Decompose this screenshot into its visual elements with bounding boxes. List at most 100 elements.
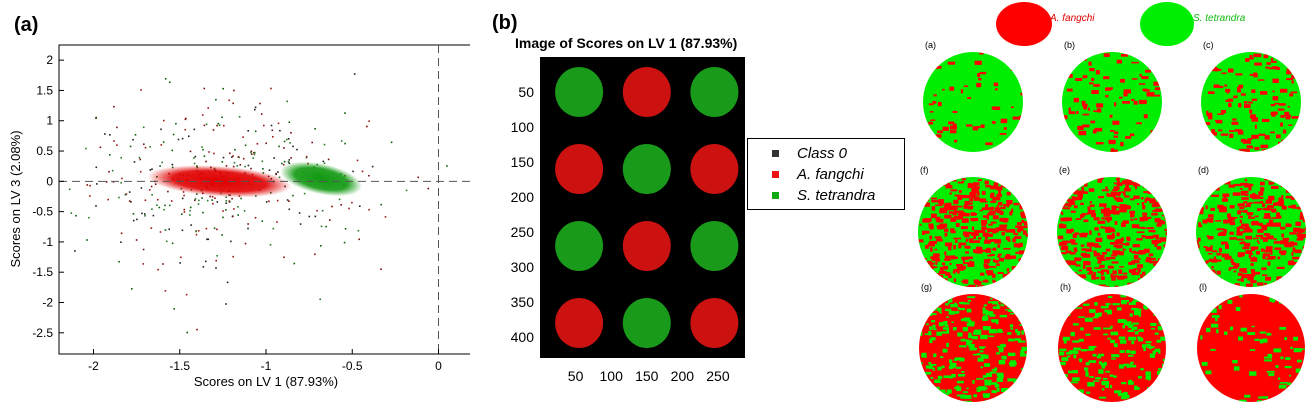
scatter-point <box>132 213 135 215</box>
scatter-point <box>197 230 200 232</box>
scatter-point <box>151 168 153 170</box>
x-axis-label: Scores on LV 1 (87.93%) <box>194 374 338 389</box>
scatter-point <box>272 227 275 230</box>
scatter-point <box>86 239 88 241</box>
scatter-point <box>380 268 382 270</box>
scatter-point <box>207 107 209 109</box>
scatter-point <box>157 198 159 201</box>
scatter-point <box>303 192 306 195</box>
scatter-point <box>181 197 184 200</box>
sample-circle-fangchi <box>622 221 671 271</box>
scatter-point <box>329 219 331 221</box>
scatter-point <box>211 195 214 198</box>
scatter-point <box>234 148 236 151</box>
y-tick-label: -2.5 <box>32 326 53 340</box>
scatter-point <box>149 169 152 171</box>
scatter-point <box>157 268 159 271</box>
x-tick-label: -1 <box>261 359 272 373</box>
scatter-point <box>250 167 252 170</box>
scatter-point <box>320 225 323 228</box>
scatter-point <box>225 209 227 211</box>
classification-disc <box>1197 294 1305 402</box>
scatter-point <box>184 118 187 121</box>
scatter-point <box>384 216 387 218</box>
sample-circle-fangchi <box>690 144 739 194</box>
scatter-point <box>305 156 308 159</box>
scores-scatter-chart: -2 -1.5 -1 -0.5 0 21.510.50-0.5-1-1.5-2-2.5 … <box>8 44 470 389</box>
scatter-point <box>167 190 169 193</box>
scatter-point <box>270 124 273 127</box>
scatter-point <box>164 290 167 292</box>
scatter-point <box>368 120 370 122</box>
scatter-point <box>74 250 76 252</box>
scatter-point <box>292 194 294 197</box>
scatter-point <box>308 215 311 218</box>
scatter-point <box>314 215 317 218</box>
scatter-point <box>173 308 175 310</box>
y-tick-label: 250 <box>511 224 535 240</box>
scatter-point <box>368 208 370 211</box>
scatter-point <box>158 206 161 209</box>
sample-circle-tetrandra <box>690 67 739 117</box>
scatter-point <box>316 209 318 212</box>
sample-label: (d) <box>1198 165 1209 175</box>
sample-label: (h) <box>1060 282 1071 292</box>
scatter-point <box>164 78 167 80</box>
scatter-point <box>86 184 89 186</box>
scatter-point <box>275 172 277 175</box>
sample-circle-tetrandra <box>555 221 604 271</box>
scatter-point <box>216 124 218 127</box>
scatter-point <box>118 260 120 263</box>
scatter-point <box>165 240 168 243</box>
scatter-point <box>184 128 187 131</box>
scatter-point <box>305 155 308 158</box>
scatter-point <box>288 162 291 164</box>
scatter-point <box>213 227 216 230</box>
classification-disc <box>923 52 1023 152</box>
sample-label: (a) <box>925 40 936 50</box>
sample-circle-tetrandra <box>690 221 739 271</box>
scatter-point <box>214 197 216 199</box>
y-tick-label: 0.5 <box>36 144 53 158</box>
scatter-point <box>292 145 294 148</box>
scatter-point <box>180 256 182 259</box>
scores-image-title: Image of Scores on LV 1 (87.93%) <box>515 35 738 51</box>
scatter-point <box>118 196 120 199</box>
scatter-point <box>181 137 184 140</box>
scatter-point <box>107 198 109 201</box>
scatter-point <box>140 187 143 189</box>
scatter-point <box>359 205 361 207</box>
scatter-point <box>104 133 106 135</box>
scatter-point <box>277 171 279 173</box>
scatter-point <box>151 208 153 210</box>
scatter-point <box>247 227 249 230</box>
scatter-point <box>244 165 246 168</box>
scatter-point <box>223 124 225 127</box>
scatter-point <box>150 227 153 229</box>
scatter-point <box>160 144 163 146</box>
scatter-point <box>254 108 256 111</box>
scatter-point <box>75 214 77 217</box>
scatter-point <box>159 231 162 233</box>
scatter-point <box>202 211 204 214</box>
y-tick-label: 2 <box>46 53 53 67</box>
scatter-point <box>371 165 374 168</box>
scatter-point <box>201 197 203 199</box>
panel-b-label: (b) <box>492 12 518 34</box>
scatter-point <box>179 262 181 264</box>
scatter-point <box>247 164 250 167</box>
classification-disc <box>1062 52 1162 152</box>
scatter-point <box>144 215 146 217</box>
scatter-point <box>338 198 341 201</box>
classification-disc <box>1057 177 1167 287</box>
scatter-point <box>163 208 165 211</box>
scatter-point <box>193 162 196 165</box>
sample-circle-tetrandra <box>622 298 671 348</box>
scatter-point <box>132 138 134 141</box>
scatter-point <box>351 201 353 204</box>
scatter-point <box>85 147 87 150</box>
scatter-point <box>121 177 123 180</box>
scatter-point <box>314 253 316 256</box>
sample-circle-fangchi <box>690 298 739 348</box>
scatter-point <box>212 129 215 131</box>
